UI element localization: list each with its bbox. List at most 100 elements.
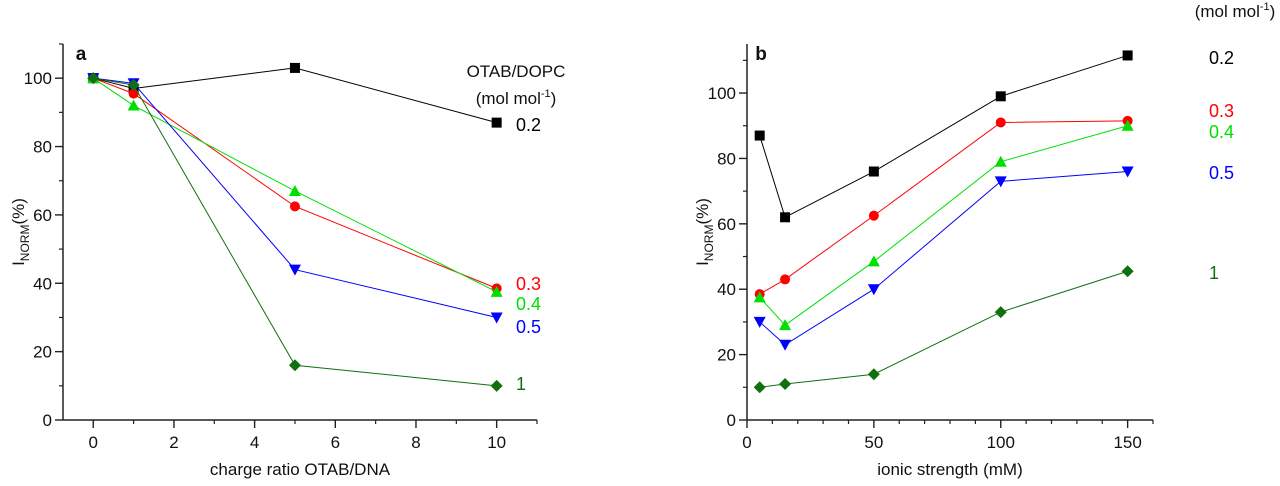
x-tick-label: 150 (1113, 433, 1141, 452)
series-label: 0.2 (516, 115, 541, 135)
series-0.3: 0.3 (754, 101, 1234, 300)
data-point (128, 88, 139, 99)
data-point (289, 62, 300, 73)
y-axis-label-main: I (9, 261, 28, 266)
panel-b: 0 50 100 150 0 20 40 60 80 100 ionic strength (mM)… (693, 1, 1276, 479)
y-tick-label: 40 (33, 274, 52, 293)
y-axis-label: INORM(%) (693, 198, 716, 266)
data-point (753, 316, 766, 328)
y-axis-label: INORM(%) (9, 198, 32, 266)
series-0.3: 0.3 (88, 73, 541, 294)
y-tick-label: 100 (24, 69, 52, 88)
data-point (780, 274, 791, 285)
y-tick-label: 80 (33, 138, 52, 157)
data-point (127, 99, 140, 111)
x-axis-label: charge ratio OTAB/DNA (210, 460, 391, 479)
y-tick-label: 60 (33, 206, 52, 225)
x-tick-label: 100 (987, 433, 1015, 452)
data-point (994, 176, 1007, 188)
data-point (127, 79, 140, 92)
data-point (753, 381, 766, 394)
legend-unit: (mol mol-1) (476, 88, 557, 108)
data-point (490, 312, 503, 324)
data-point (995, 91, 1006, 102)
data-point (288, 184, 301, 196)
data-point (868, 166, 879, 177)
series-line (93, 77, 497, 289)
series-1: 1 (87, 72, 526, 394)
data-point (490, 379, 503, 392)
y-tick-label: 0 (727, 411, 736, 430)
data-point (1121, 119, 1134, 131)
x-tick-label: 2 (169, 433, 178, 452)
y-tick-label: 20 (33, 343, 52, 362)
data-point (994, 306, 1007, 319)
legend-unit-text: (mol mol (1195, 2, 1260, 21)
data-point (1122, 50, 1133, 61)
y-tick-label: 60 (717, 215, 736, 234)
legend-title: OTAB/DOPC (467, 62, 566, 81)
series-0.5: 0.5 (87, 73, 541, 337)
data-point (1121, 265, 1134, 278)
data-point (780, 212, 791, 223)
x-tick-label: 10 (487, 433, 506, 452)
series-label: 1 (1209, 263, 1219, 283)
series-label: 1 (516, 374, 526, 394)
series-line (759, 125, 1128, 326)
data-point (779, 339, 792, 351)
data-point (87, 72, 100, 85)
data-point (867, 255, 880, 267)
data-point (995, 117, 1006, 128)
y-axis-label-suffix: (%) (693, 198, 712, 224)
data-point (753, 291, 766, 303)
series-label: 0.4 (516, 294, 541, 314)
y-tick-label: 20 (717, 346, 736, 365)
series-label: 0.3 (516, 274, 541, 294)
legend-unit: (mol mol-1) (1195, 1, 1276, 21)
panel-label: a (76, 44, 87, 65)
series-line (759, 120, 1128, 295)
series-label: 0.5 (1209, 163, 1234, 183)
series-line (93, 67, 497, 124)
panel-label: b (755, 44, 767, 65)
data-point (867, 284, 880, 296)
series-label: 0.3 (1209, 101, 1234, 121)
x-tick-label: 4 (250, 433, 259, 452)
x-tick-label: 0 (89, 433, 98, 452)
y-axis-label-suffix: (%) (9, 198, 28, 224)
legend-unit-sup: -1 (541, 88, 551, 100)
data-point (868, 210, 879, 221)
x-tick-label: 50 (864, 433, 883, 452)
legend-unit-sup: -1 (1260, 1, 1270, 13)
x-axis-label: ionic strength (mM) (877, 460, 1022, 479)
y-axis-label-main: I (693, 261, 712, 266)
x-tick-label: 8 (411, 433, 420, 452)
data-point (779, 378, 792, 391)
series-label: 0.5 (516, 317, 541, 337)
x-tick-label: 6 (331, 433, 340, 452)
series-1: 1 (753, 263, 1219, 394)
data-point (490, 285, 503, 297)
series-label: 0.2 (1209, 48, 1234, 68)
legend-unit-text: (mol mol (476, 89, 541, 108)
series-line (759, 54, 1128, 219)
data-point (288, 264, 301, 276)
series-0.4: 0.4 (753, 119, 1234, 331)
data-point (491, 117, 502, 128)
y-tick-label: 100 (708, 84, 736, 103)
data-point (289, 201, 300, 212)
series-line (759, 270, 1128, 388)
legend-unit-close: ) (1270, 2, 1276, 21)
series-line (93, 77, 497, 318)
series-0.2: 0.2 (754, 48, 1234, 223)
y-tick-label: 0 (43, 411, 52, 430)
data-point (779, 319, 792, 331)
series-line (92, 77, 497, 293)
legend-unit-close: ) (551, 89, 557, 108)
y-axis-label-sub: NORM (702, 225, 716, 262)
data-point (867, 368, 880, 381)
data-point (1121, 166, 1134, 178)
series-0.5: 0.5 (753, 163, 1234, 351)
